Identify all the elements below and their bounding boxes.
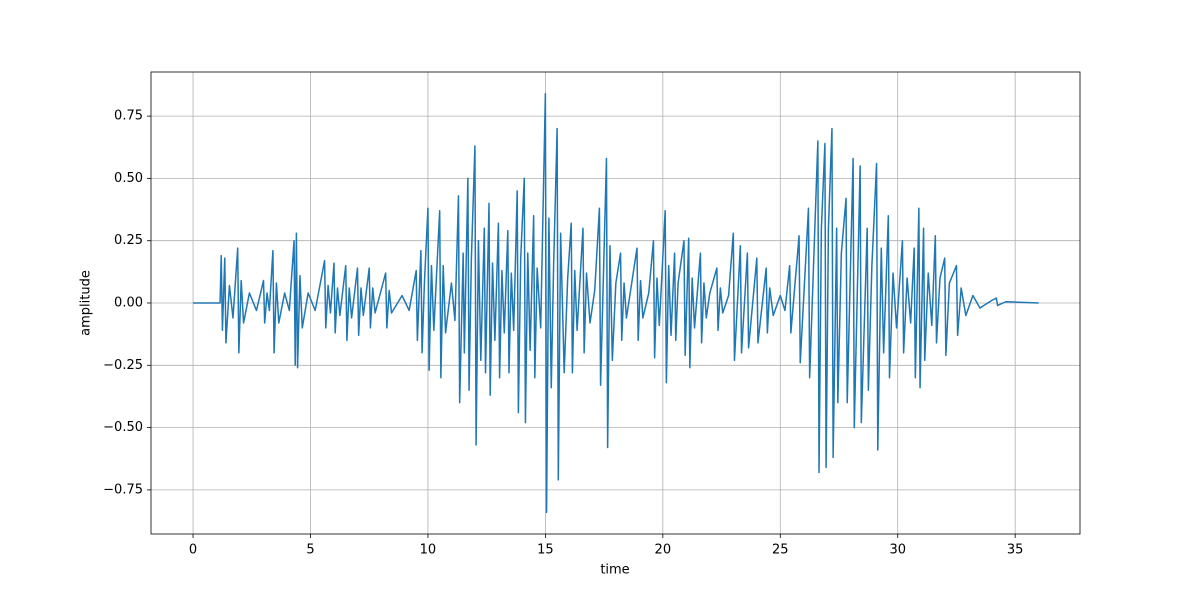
y-tick-label: −0.25 [103,358,143,373]
x-tick-label: 10 [420,543,437,558]
x-tick-label: 25 [772,543,789,558]
x-tick-label: 30 [889,543,906,558]
y-tick-label: −0.75 [103,482,143,497]
x-tick-label: 35 [1007,543,1024,558]
waveform-line [193,92,1039,514]
x-tick-label: 0 [189,543,197,558]
x-tick-label: 20 [655,543,672,558]
y-tick-label: 0.25 [114,233,143,248]
x-tick-label: 5 [306,543,314,558]
y-tick-label: −0.50 [103,420,143,435]
y-tick-label: 0.00 [114,296,143,311]
x-tick-label: 15 [537,543,554,558]
y-tick-label: 0.50 [114,171,143,186]
y-tick-label: 0.75 [114,109,143,124]
x-axis-label: time [600,563,629,578]
y-axis-label: amplitude [79,270,94,336]
plot-frame [150,71,1081,535]
